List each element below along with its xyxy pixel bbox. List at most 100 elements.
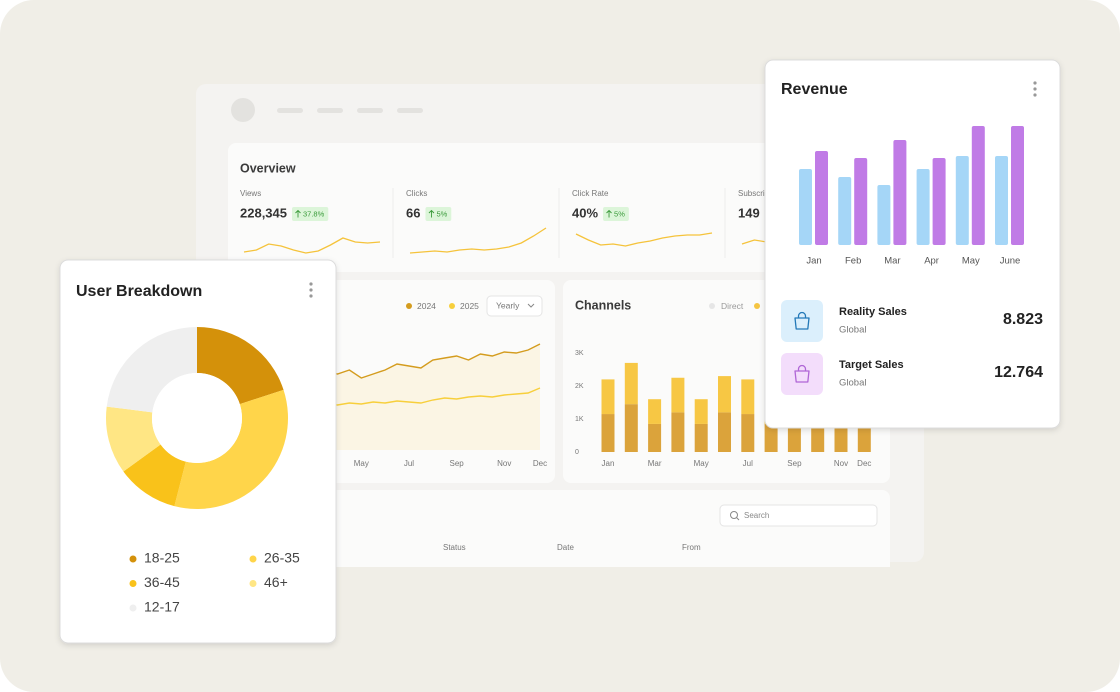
period-label[interactable]: Yearly — [496, 300, 520, 310]
bar-segment — [601, 414, 615, 452]
column-header: Status — [443, 543, 466, 552]
series-total: 12.764 — [994, 364, 1043, 381]
menu-icon[interactable] — [309, 282, 313, 286]
legend-sublabel: Global — [839, 325, 866, 336]
bar-segment — [718, 412, 731, 452]
legend-swatch — [129, 555, 137, 563]
bar — [854, 158, 868, 245]
x-tick-label: Dec — [857, 459, 871, 468]
donut-hole — [152, 373, 242, 463]
kpi-value: 66 — [406, 205, 420, 220]
bar — [955, 156, 969, 245]
x-tick-label: Dec — [533, 459, 547, 468]
bag-icon — [794, 311, 810, 330]
sparkline — [575, 232, 713, 247]
bar-segment — [764, 423, 778, 452]
y-tick-label: 3K — [575, 350, 584, 357]
x-tick-label: Feb — [845, 256, 861, 267]
legend-label: 2025 — [460, 301, 479, 311]
legend-swatch — [129, 580, 137, 587]
sparkline — [243, 237, 381, 254]
kpi-label: Clicks — [406, 189, 427, 198]
bar — [877, 185, 891, 245]
column-header: From — [682, 543, 701, 552]
card-title: Overview — [240, 161, 296, 175]
donut-slice — [123, 444, 186, 507]
x-tick-label: May — [694, 459, 709, 468]
kpi-label: Subscribers — [738, 189, 780, 198]
legend-swatch — [249, 555, 257, 563]
chevron-icon — [527, 303, 535, 308]
bar — [1011, 126, 1024, 245]
menu-icon[interactable] — [1033, 87, 1037, 91]
period-dropdown[interactable] — [486, 295, 543, 317]
revenue-card: Revenue Jan Feb Mar Apr May June Reality Sales… — [764, 59, 1061, 429]
legend-icon-box — [781, 300, 823, 342]
x-tick-label: Jan — [602, 459, 615, 468]
bar-segment — [648, 423, 662, 452]
legend-label: 12-17 — [144, 599, 180, 615]
legend-label: Reality Sales — [839, 306, 907, 318]
menu-icon[interactable] — [309, 294, 313, 298]
x-tick-label: Nov — [834, 459, 848, 468]
legend-label: Direct — [721, 301, 744, 311]
legend-label: 36-45 — [144, 574, 180, 590]
legend-swatch — [406, 303, 412, 309]
bar — [893, 140, 907, 245]
bar-segment — [648, 399, 662, 424]
search-placeholder[interactable]: Search — [744, 511, 769, 520]
bar-segment — [694, 423, 708, 452]
bar — [815, 151, 828, 245]
sparkline — [409, 227, 547, 254]
series-total: 8.823 — [1003, 311, 1043, 328]
x-tick-label: Sep — [449, 459, 464, 468]
x-tick-label: Jul — [743, 459, 753, 468]
legend-label: 2024 — [417, 301, 436, 311]
legend-swatch — [129, 604, 137, 612]
y-tick-label: 1K — [575, 416, 584, 423]
avatar-placeholder — [231, 98, 255, 122]
x-tick-label: Jul — [404, 459, 414, 468]
nav-placeholder — [317, 108, 343, 113]
up-arrow-icon — [295, 209, 301, 218]
menu-icon[interactable] — [1033, 81, 1037, 85]
card-title: Channels — [575, 298, 631, 312]
search-box[interactable] — [719, 504, 878, 527]
donut-slice — [197, 327, 284, 405]
donut-slice — [106, 406, 161, 472]
bar-segment — [671, 412, 685, 452]
x-tick-label: Jan — [806, 256, 821, 267]
legend-label: 46+ — [264, 574, 288, 590]
change-value: 5% — [436, 209, 447, 218]
overview-card: Overview Views 228,345 37.8% Clicks 66 5% Clic… — [228, 143, 890, 272]
bar — [971, 126, 985, 245]
legend-swatch — [249, 580, 257, 587]
change-value: 5% — [614, 209, 625, 218]
up-arrow-icon — [606, 209, 612, 218]
kpi-label: Views — [240, 189, 261, 198]
legend-swatch — [709, 303, 715, 309]
bar-segment — [694, 399, 708, 424]
menu-icon[interactable] — [1033, 93, 1037, 97]
card-title: User Breakdown — [76, 283, 202, 300]
menu-icon[interactable] — [309, 288, 313, 292]
legend-icon-box — [781, 353, 823, 395]
bar-segment — [624, 404, 638, 452]
x-tick-label: Apr — [924, 256, 939, 267]
nav-placeholder — [397, 108, 423, 113]
donut-slice — [174, 389, 289, 510]
bag-icon — [794, 364, 810, 383]
bar — [838, 177, 852, 245]
table-card: Search Status Date From — [228, 490, 890, 567]
x-tick-label: Nov — [497, 459, 511, 468]
bar — [799, 169, 812, 245]
donut-slice — [106, 327, 197, 413]
kpi-value: 149 — [738, 205, 760, 220]
legend-label: Target Sales — [839, 359, 904, 371]
change-value: 37.8% — [303, 209, 325, 218]
card — [764, 59, 1061, 429]
x-tick-label: May — [962, 256, 980, 267]
bar-segment — [741, 379, 755, 415]
